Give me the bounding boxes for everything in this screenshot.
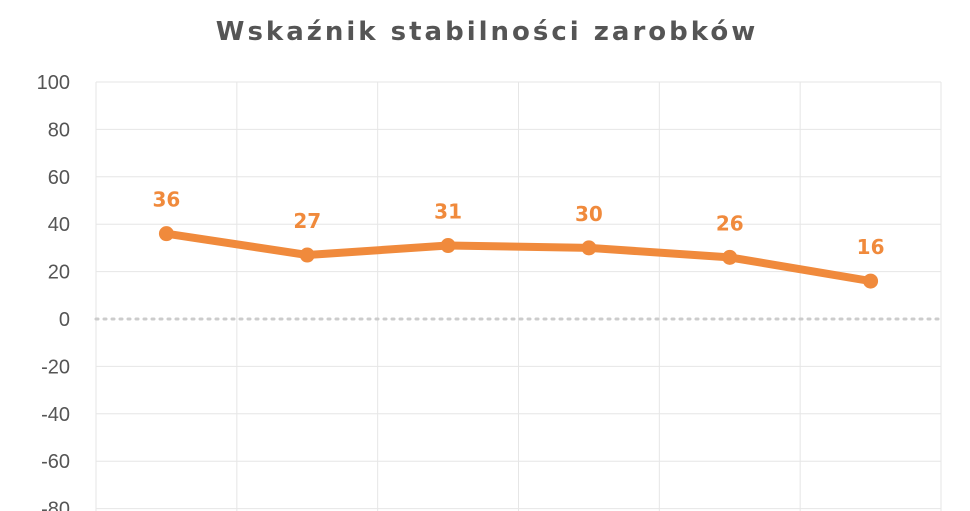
data-point (299, 247, 315, 263)
y-tick-label: -80 (41, 499, 70, 511)
chart-title: Wskaźnik stabilności zarobków (216, 17, 758, 47)
y-tick-label: 40 (48, 214, 70, 236)
series-group: 36 27 31 30 26 16 (152, 188, 885, 289)
data-label: 26 (716, 211, 744, 235)
y-tick-label: 0 (59, 309, 70, 331)
y-tick-label: 60 (48, 167, 70, 189)
y-tick-label: 80 (48, 119, 70, 141)
data-point (581, 240, 597, 256)
data-point (722, 249, 738, 265)
data-label: 31 (434, 200, 462, 224)
data-point (863, 273, 879, 289)
data-label: 36 (152, 188, 180, 212)
grid (94, 81, 943, 511)
data-point (440, 238, 456, 254)
data-point (158, 226, 174, 242)
y-tick-label: -40 (41, 404, 70, 426)
y-axis: 100 80 60 40 20 0 -20 -40 -60 -80 (37, 72, 70, 511)
y-tick-label: -20 (41, 356, 70, 378)
y-tick-label: 20 (48, 262, 70, 284)
data-label: 30 (575, 202, 603, 226)
data-label: 27 (293, 209, 321, 233)
y-tick-label: -60 (41, 451, 70, 473)
series-line (162, 229, 875, 286)
data-label: 16 (857, 235, 885, 259)
y-tick-label: 100 (37, 72, 70, 94)
